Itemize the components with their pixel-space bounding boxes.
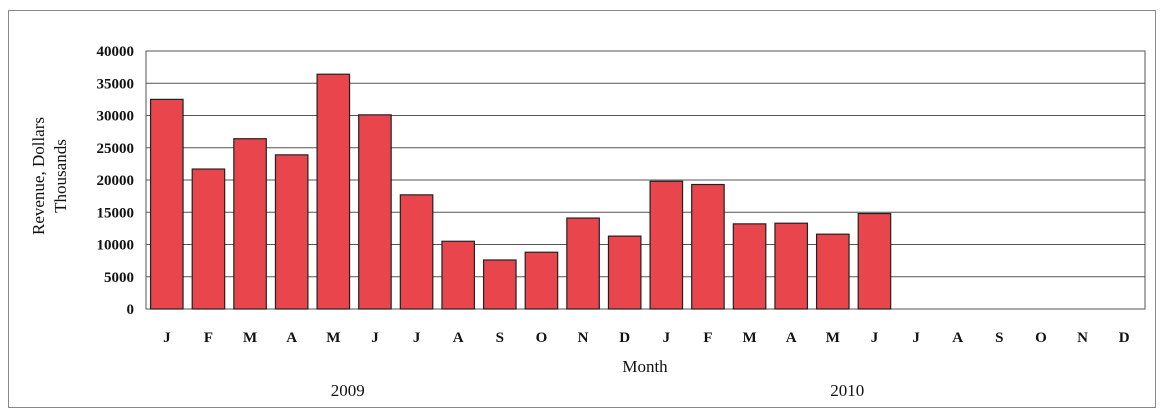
x-tick-label: O	[1035, 330, 1047, 346]
y-tick-label: 35000	[97, 76, 135, 92]
x-tick-label: M	[243, 330, 257, 346]
year-label: 2010	[830, 381, 864, 400]
x-tick-label: S	[995, 330, 1003, 346]
y-tick-label: 25000	[97, 141, 135, 157]
bar	[191, 168, 226, 310]
x-tick-label: A	[786, 330, 797, 346]
y-tick-label: 15000	[97, 205, 135, 221]
y-tick-label: 10000	[97, 238, 135, 254]
bar	[691, 183, 725, 310]
bar	[149, 98, 184, 310]
bar	[566, 217, 600, 310]
bar	[274, 154, 309, 310]
y-tick-label: 5000	[104, 270, 134, 286]
x-tick-label: M	[826, 330, 840, 346]
y-axis-title: Thousands	[51, 139, 70, 213]
x-tick-label: M	[326, 330, 340, 346]
x-tick-label: D	[1119, 330, 1130, 346]
bar	[649, 180, 684, 310]
bar	[524, 251, 559, 310]
x-tick-label: J	[163, 330, 171, 346]
x-tick-label: A	[952, 330, 963, 346]
y-tick-label: 0	[127, 302, 135, 318]
x-tick-label: J	[413, 330, 421, 346]
x-tick-label: J	[871, 330, 879, 346]
x-tick-label: F	[703, 330, 712, 346]
y-tick-label: 20000	[97, 173, 135, 189]
bar	[358, 114, 392, 310]
x-tick-label: F	[204, 330, 213, 346]
x-tick-label: A	[286, 330, 297, 346]
x-axis-title: Month	[622, 357, 668, 376]
bar	[441, 240, 476, 310]
y-axis-title: Revenue, Dollars	[29, 117, 48, 235]
x-tick-label: S	[496, 330, 504, 346]
bar	[482, 259, 517, 310]
bar	[732, 223, 767, 310]
bar	[607, 235, 642, 310]
bar	[233, 138, 267, 310]
x-tick-label: A	[453, 330, 464, 346]
x-tick-label: J	[663, 330, 671, 346]
x-tick-label: O	[536, 330, 548, 346]
x-tick-label: J	[912, 330, 920, 346]
bar	[857, 212, 892, 310]
x-tick-label: D	[619, 330, 630, 346]
bar	[774, 222, 809, 310]
x-tick-label: J	[371, 330, 379, 346]
bar	[815, 233, 850, 310]
bar	[399, 194, 434, 310]
bar	[316, 73, 351, 310]
year-label: 2009	[331, 381, 365, 400]
y-tick-label: 30000	[97, 109, 135, 125]
x-tick-label: N	[1077, 330, 1088, 346]
x-tick-label: M	[742, 330, 756, 346]
x-tick-label: N	[578, 330, 589, 346]
y-tick-label: 40000	[97, 44, 135, 60]
